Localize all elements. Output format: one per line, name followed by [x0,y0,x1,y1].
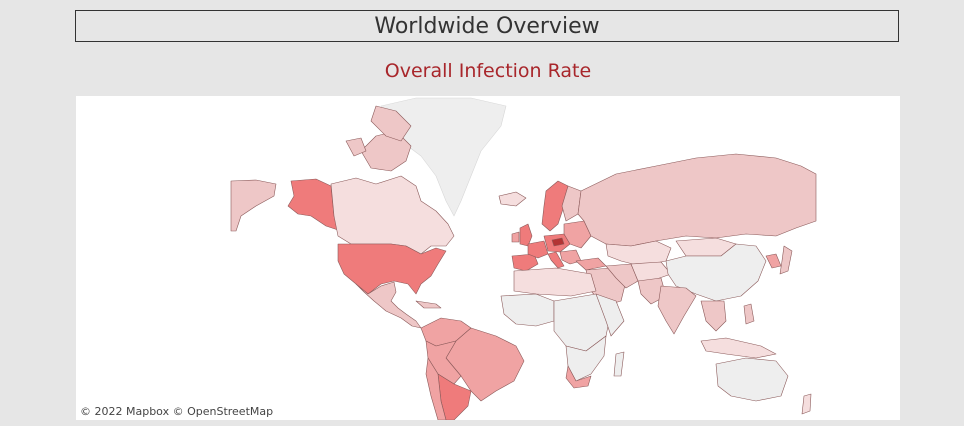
region-czechia[interactable] [551,237,565,247]
region-china[interactable] [665,243,767,302]
map-title: Overall Infection Rate [384,60,592,82]
region-philippines[interactable] [743,303,755,325]
dashboard-title: Worldwide Overview [75,10,899,42]
region-canada-island-small[interactable] [345,137,367,157]
region-mexico[interactable] [355,281,422,329]
region-canada[interactable] [330,175,455,255]
region-norway-sweden[interactable] [541,180,569,232]
choropleth-svg [230,97,817,420]
region-korea-japan[interactable] [765,253,782,269]
region-central-asia-stans[interactable] [630,261,672,282]
map-attribution[interactable]: © 2022 Mapbox © OpenStreetMap [80,405,274,418]
region-russia-far-east-left[interactable] [230,179,277,232]
region-australia[interactable] [715,357,789,402]
region-japan[interactable] [779,245,793,275]
region-west-africa[interactable] [500,293,555,327]
region-alaska[interactable] [287,178,342,232]
region-india[interactable] [657,285,697,335]
region-iceland[interactable] [498,191,527,207]
region-madagascar[interactable] [613,351,625,377]
region-finland[interactable] [561,185,582,222]
region-balkans[interactable] [559,249,582,265]
region-france[interactable] [527,240,549,259]
region-south-africa[interactable] [565,365,592,389]
region-east-africa[interactable] [595,293,625,337]
region-italy[interactable] [547,251,565,269]
region-canada-arctic-islands[interactable] [360,130,412,172]
region-north-africa[interactable] [513,267,597,297]
region-baffin-island[interactable] [370,105,412,142]
region-new-zealand[interactable] [801,393,812,415]
region-usa[interactable] [337,243,447,295]
region-cuba[interactable] [415,300,442,309]
region-iran[interactable] [605,263,639,289]
region-indonesia[interactable] [700,337,777,359]
world-map[interactable]: © 2022 Mapbox © OpenStreetMap [76,96,900,420]
region-uk[interactable] [519,223,533,247]
region-chile[interactable] [425,357,447,420]
region-russia[interactable] [577,153,817,247]
region-southeast-asia[interactable] [700,300,727,332]
region-ireland[interactable] [511,231,520,243]
